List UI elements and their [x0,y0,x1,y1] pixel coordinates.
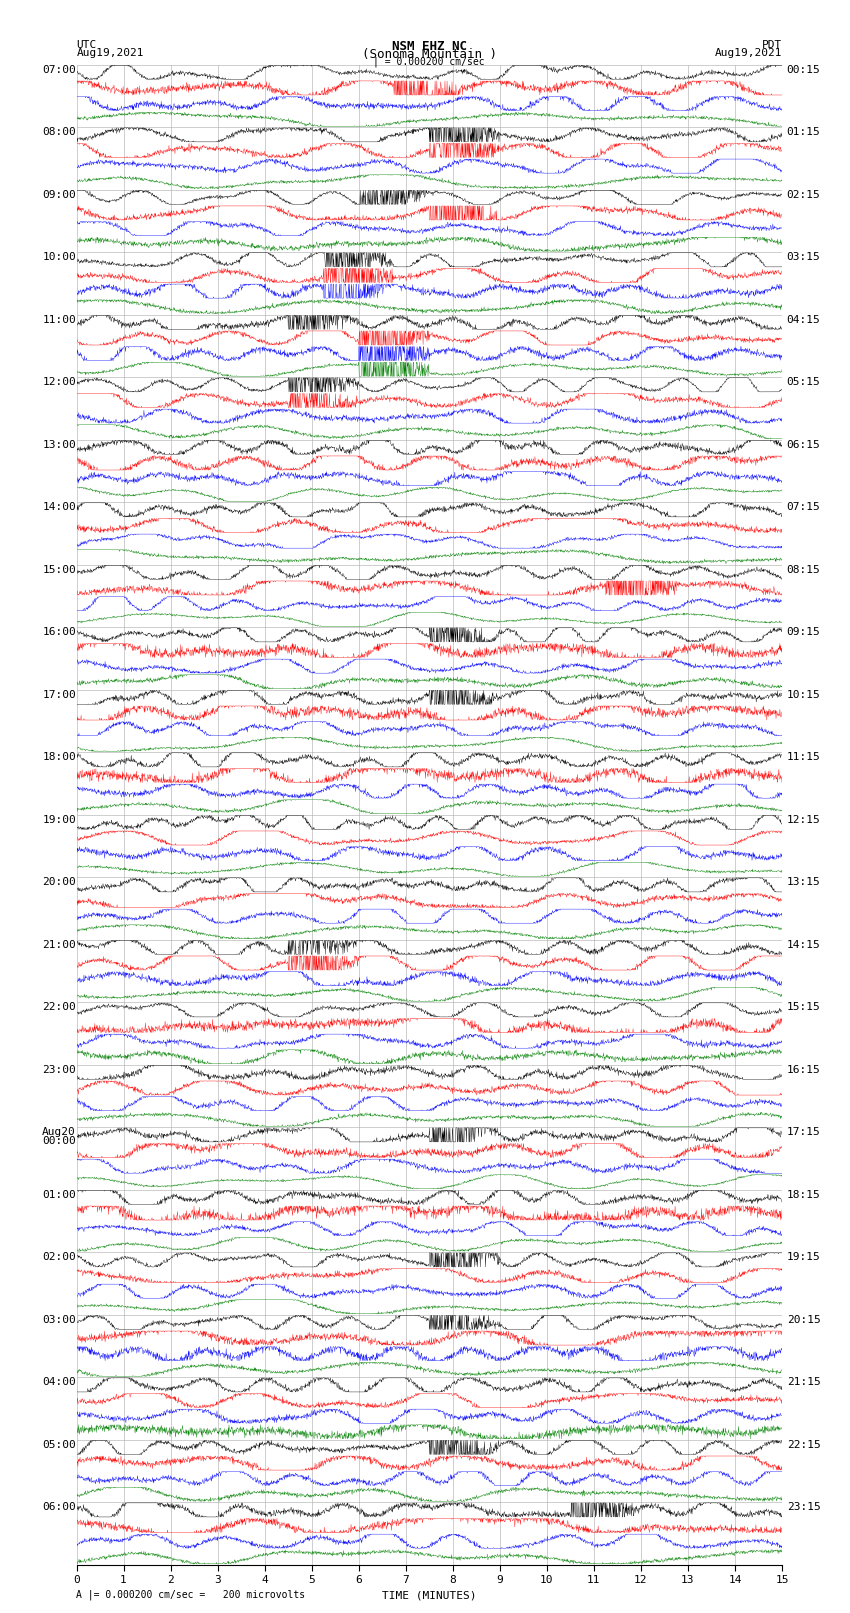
Text: 21:00: 21:00 [42,939,76,950]
Text: PDT: PDT [762,40,782,50]
Text: 13:00: 13:00 [42,440,76,450]
Text: 11:15: 11:15 [787,752,820,761]
Text: 07:15: 07:15 [787,502,820,511]
Text: 07:00: 07:00 [42,65,76,74]
Text: 13:15: 13:15 [787,877,820,887]
Text: 23:00: 23:00 [42,1065,76,1074]
Text: 21:15: 21:15 [787,1378,820,1387]
Text: 12:15: 12:15 [787,815,820,824]
Text: | = 0.000200 cm/sec: | = 0.000200 cm/sec [373,56,485,68]
Text: 02:00: 02:00 [42,1252,76,1261]
Text: 20:00: 20:00 [42,877,76,887]
Text: NSM EHZ NC: NSM EHZ NC [392,40,467,53]
Text: 00:15: 00:15 [787,65,820,74]
Text: 19:00: 19:00 [42,815,76,824]
Text: 11:00: 11:00 [42,315,76,324]
Text: 02:15: 02:15 [787,189,820,200]
Text: 19:15: 19:15 [787,1252,820,1261]
Text: 18:15: 18:15 [787,1189,820,1200]
Text: 09:15: 09:15 [787,627,820,637]
Text: 17:00: 17:00 [42,690,76,700]
Text: 17:15: 17:15 [787,1127,820,1137]
Text: 14:15: 14:15 [787,939,820,950]
Text: 10:00: 10:00 [42,252,76,261]
Text: 08:00: 08:00 [42,127,76,137]
Text: 10:15: 10:15 [787,690,820,700]
Text: 18:00: 18:00 [42,752,76,761]
Text: A |= 0.000200 cm/sec =   200 microvolts: A |= 0.000200 cm/sec = 200 microvolts [76,1589,306,1600]
Text: 04:00: 04:00 [42,1378,76,1387]
Text: 03:00: 03:00 [42,1315,76,1324]
Text: Aug19,2021: Aug19,2021 [76,48,144,58]
Text: 12:00: 12:00 [42,377,76,387]
Text: 01:15: 01:15 [787,127,820,137]
Text: 23:15: 23:15 [787,1502,820,1511]
Text: 15:15: 15:15 [787,1002,820,1011]
Text: Aug20
00:00: Aug20 00:00 [42,1127,76,1147]
Text: Aug19,2021: Aug19,2021 [715,48,782,58]
Text: 16:15: 16:15 [787,1065,820,1074]
Text: 05:15: 05:15 [787,377,820,387]
X-axis label: TIME (MINUTES): TIME (MINUTES) [382,1590,477,1600]
Text: 20:15: 20:15 [787,1315,820,1324]
Text: 22:00: 22:00 [42,1002,76,1011]
Text: 14:00: 14:00 [42,502,76,511]
Text: 06:15: 06:15 [787,440,820,450]
Text: (Sonoma Mountain ): (Sonoma Mountain ) [362,48,496,61]
Text: 16:00: 16:00 [42,627,76,637]
Text: 05:00: 05:00 [42,1439,76,1450]
Text: 08:15: 08:15 [787,565,820,574]
Text: 03:15: 03:15 [787,252,820,261]
Text: 04:15: 04:15 [787,315,820,324]
Text: 06:00: 06:00 [42,1502,76,1511]
Text: 22:15: 22:15 [787,1439,820,1450]
Text: 09:00: 09:00 [42,189,76,200]
Text: UTC: UTC [76,40,97,50]
Text: 15:00: 15:00 [42,565,76,574]
Text: 01:00: 01:00 [42,1189,76,1200]
